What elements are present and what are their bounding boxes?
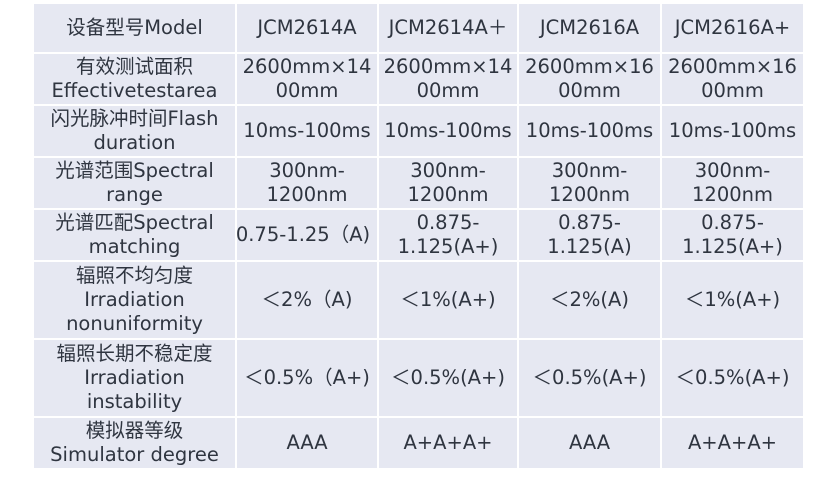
cell-range-jcm2616a-plus: 300nm- 1200nm bbox=[662, 158, 805, 210]
cell-range-jcm2614a-plus: 300nm- 1200nm bbox=[379, 158, 519, 210]
label-line: instability bbox=[86, 390, 183, 413]
label-line: 光谱范围Spectral bbox=[55, 159, 214, 182]
label-line: 光谱匹配Spectral bbox=[55, 211, 214, 234]
label-flash-duration: 闪光脉冲时间Flash duration bbox=[34, 106, 237, 158]
row-effective-test-area: 有效测试面积 Effectivetestarea 2600mm×14 00mm … bbox=[34, 54, 805, 106]
cell-nonuniformity-jcm2616a-plus: ＜1%(A+) bbox=[662, 262, 805, 340]
row-irradiation-nonuniformity: 辐照不均匀度 Irradiation nonuniformity ＜2%（A) … bbox=[34, 262, 805, 340]
cell-instability-jcm2616a: ＜0.5%(A+) bbox=[519, 340, 662, 418]
cell-range-jcm2614a: 300nm- 1200nm bbox=[237, 158, 379, 210]
cell-line: 0.875- bbox=[416, 211, 480, 234]
cell-matching-jcm2616a: 0.875- 1.125(A) bbox=[519, 210, 662, 262]
spec-table-body: 设备型号Model JCM2614A JCM2614A＋ JCM2616A JC… bbox=[34, 4, 805, 470]
cell-line: 00mm bbox=[275, 79, 339, 102]
label-line: Effectivetestarea bbox=[51, 79, 218, 102]
cell-line: 300nm- bbox=[551, 159, 628, 182]
cell-flash-jcm2616a-plus: 10ms-100ms bbox=[662, 106, 805, 158]
cell-line: 00mm bbox=[701, 79, 764, 102]
cell-flash-jcm2614a: 10ms-100ms bbox=[237, 106, 379, 158]
label-line: nonuniformity bbox=[66, 312, 203, 335]
cell-instability-jcm2614a: ＜0.5%（A+) bbox=[237, 340, 379, 418]
header-jcm2614a-plus: JCM2614A＋ bbox=[379, 4, 519, 54]
cell-degree-jcm2616a-plus: A+A+A+ bbox=[662, 418, 805, 470]
cell-area-jcm2614a-plus: 2600mm×14 00mm bbox=[379, 54, 519, 106]
cell-line: 2600mm×16 bbox=[525, 55, 654, 78]
cell-degree-jcm2614a-plus: A+A+A+ bbox=[379, 418, 519, 470]
header-jcm2616a-plus: JCM2616A+ bbox=[662, 4, 805, 54]
spec-table: 设备型号Model JCM2614A JCM2614A＋ JCM2616A JC… bbox=[34, 4, 805, 470]
header-jcm2614a: JCM2614A bbox=[237, 4, 379, 54]
cell-nonuniformity-jcm2616a: ＜2%(A) bbox=[519, 262, 662, 340]
cell-line: 300nm- bbox=[694, 159, 771, 182]
cell-line: 1.125(A+) bbox=[682, 235, 783, 258]
label-spectral-matching: 光谱匹配Spectral matching bbox=[34, 210, 237, 262]
cell-instability-jcm2614a-plus: ＜0.5%(A+) bbox=[379, 340, 519, 418]
label-effective-test-area: 有效测试面积 Effectivetestarea bbox=[34, 54, 237, 106]
cell-line: 300nm- bbox=[269, 159, 345, 182]
row-irradiation-instability: 辐照长期不稳定度 Irradiation instability ＜0.5%（A… bbox=[34, 340, 805, 418]
cell-line: 00mm bbox=[558, 79, 621, 102]
cell-flash-jcm2614a-plus: 10ms-100ms bbox=[379, 106, 519, 158]
label-spectral-range: 光谱范围Spectral range bbox=[34, 158, 237, 210]
header-row: 设备型号Model JCM2614A JCM2614A＋ JCM2616A JC… bbox=[34, 4, 805, 54]
cell-matching-jcm2614a: 0.75-1.25（A) bbox=[237, 210, 379, 262]
cell-matching-jcm2614a-plus: 0.875- 1.125(A+) bbox=[379, 210, 519, 262]
header-jcm2616a: JCM2616A bbox=[519, 4, 662, 54]
cell-line: 2600mm×14 bbox=[242, 55, 372, 78]
cell-area-jcm2616a-plus: 2600mm×16 00mm bbox=[662, 54, 805, 106]
cell-line: 0.875- bbox=[701, 211, 764, 234]
cell-range-jcm2616a: 300nm- 1200nm bbox=[519, 158, 662, 210]
cell-line: 1200nm bbox=[692, 183, 773, 206]
row-flash-duration: 闪光脉冲时间Flash duration 10ms-100ms 10ms-100… bbox=[34, 106, 805, 158]
cell-line: 1200nm bbox=[549, 183, 630, 206]
label-line: 辐照长期不稳定度 bbox=[56, 342, 213, 365]
label-line: 模拟器等级 bbox=[85, 419, 184, 442]
row-spectral-range: 光谱范围Spectral range 300nm- 1200nm 300nm- … bbox=[34, 158, 805, 210]
cell-line: 1200nm bbox=[407, 183, 489, 206]
label-line: range bbox=[106, 183, 163, 206]
label-line: matching bbox=[88, 235, 181, 258]
label-irradiation-instability: 辐照长期不稳定度 Irradiation instability bbox=[34, 340, 237, 418]
cell-matching-jcm2616a-plus: 0.875- 1.125(A+) bbox=[662, 210, 805, 262]
row-simulator-degree: 模拟器等级 Simulator degree AAA A+A+A+ AAA A+… bbox=[34, 418, 805, 470]
header-model: 设备型号Model bbox=[34, 4, 237, 54]
cell-line: 1.125(A+) bbox=[397, 235, 499, 258]
cell-line: 1.125(A) bbox=[547, 235, 632, 258]
label-irradiation-nonuniformity: 辐照不均匀度 Irradiation nonuniformity bbox=[34, 262, 237, 340]
cell-line: 2600mm×16 bbox=[668, 55, 797, 78]
cell-line: 00mm bbox=[416, 79, 480, 102]
cell-flash-jcm2616a: 10ms-100ms bbox=[519, 106, 662, 158]
cell-instability-jcm2616a-plus: ＜0.5%(A+) bbox=[662, 340, 805, 418]
row-spectral-matching: 光谱匹配Spectral matching 0.75-1.25（A) 0.875… bbox=[34, 210, 805, 262]
cell-line: 1200nm bbox=[266, 183, 348, 206]
label-line: 闪光脉冲时间Flash bbox=[50, 107, 219, 130]
label-line: 辐照不均匀度 bbox=[75, 264, 193, 287]
cell-degree-jcm2616a: AAA bbox=[519, 418, 662, 470]
cell-area-jcm2616a: 2600mm×16 00mm bbox=[519, 54, 662, 106]
label-line: Irradiation bbox=[84, 366, 185, 389]
label-line: duration bbox=[93, 131, 176, 154]
label-line: Irradiation bbox=[84, 288, 185, 311]
cell-line: 300nm- bbox=[410, 159, 486, 182]
cell-nonuniformity-jcm2614a: ＜2%（A) bbox=[237, 262, 379, 340]
cell-degree-jcm2614a: AAA bbox=[237, 418, 379, 470]
cell-nonuniformity-jcm2614a-plus: ＜1%(A+) bbox=[379, 262, 519, 340]
label-line: 有效测试面积 bbox=[75, 55, 193, 78]
cell-area-jcm2614a: 2600mm×14 00mm bbox=[237, 54, 379, 106]
cell-line: 0.875- bbox=[558, 211, 621, 234]
label-simulator-degree: 模拟器等级 Simulator degree bbox=[34, 418, 237, 470]
cell-line: 2600mm×14 bbox=[383, 55, 513, 78]
label-line: Simulator degree bbox=[50, 443, 219, 466]
